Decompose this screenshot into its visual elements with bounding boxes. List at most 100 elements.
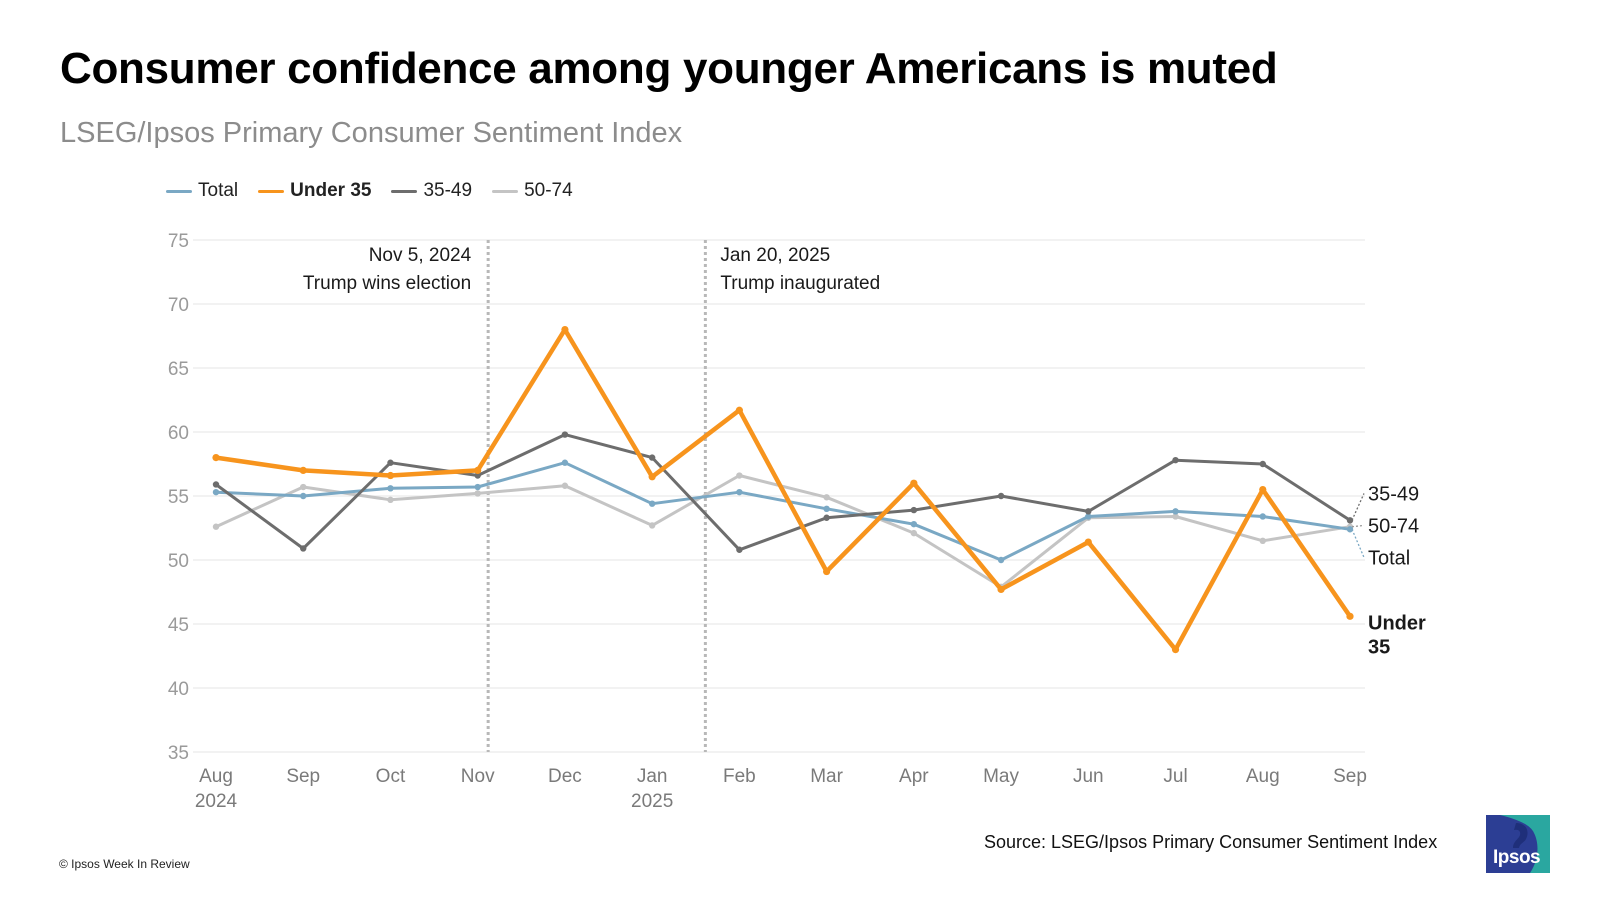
data-point-35-49-12: [1259, 460, 1266, 468]
data-point-under-35-7: [823, 567, 831, 576]
event-label-0-0: Nov 5, 2024: [369, 245, 472, 266]
data-point-35-49-3: [474, 472, 481, 479]
data-point-under-35-10: [1084, 538, 1092, 546]
data-point-total-3: [474, 483, 481, 491]
x-tick-label-0: Aug: [199, 766, 233, 787]
x-tick-label-1: Sep: [286, 766, 320, 787]
leader-line-50-74: [1351, 524, 1365, 528]
data-point-50-74-0: [212, 523, 220, 530]
legend-label-50-74: 50-74: [524, 180, 573, 201]
legend-item-total: Total: [166, 180, 238, 202]
event-label-1-1: Trump inaugurated: [720, 273, 880, 294]
x-tick-label-8: Apr: [899, 766, 929, 787]
x-tick-label-7: Mar: [810, 766, 843, 787]
data-point-50-74-11: [1172, 513, 1179, 520]
data-point-35-49-5: [648, 454, 656, 461]
y-tick-label-55: 55: [168, 487, 189, 508]
data-point-35-49-1: [300, 545, 307, 552]
legend-swatch-50-74: [492, 189, 519, 193]
series-line-35-49: [214, 433, 1352, 552]
legend-item-50-74: 50-74: [492, 180, 573, 202]
data-point-under-35-12: [1259, 486, 1267, 494]
data-point-50-74-5: [648, 522, 656, 529]
x-tick-label-6: Feb: [723, 766, 756, 787]
data-point-50-74-1: [300, 483, 307, 491]
y-tick-label-70: 70: [168, 295, 189, 316]
data-point-total-10: [1085, 513, 1092, 520]
data-point-50-74-2: [387, 496, 394, 504]
x-tick-label-11: Jul: [1163, 766, 1187, 787]
data-point-total-4: [561, 459, 569, 466]
copyright-note: © Ipsos Week In Review: [59, 857, 190, 871]
data-point-under-35-0: [212, 454, 220, 462]
ipsos-logo: Ipsos: [1486, 815, 1550, 873]
x-tick-label-2: Oct: [376, 766, 406, 787]
data-point-total-6: [736, 488, 743, 496]
data-point-35-49-10: [1085, 508, 1092, 515]
legend-item-35-49: 35-49: [391, 180, 472, 202]
end-label-total: Total: [1368, 547, 1410, 569]
data-point-50-74-6: [736, 472, 743, 479]
x-tick-label-5: Jan: [637, 766, 668, 787]
source-note: Source: LSEG/Ipsos Primary Consumer Sent…: [984, 832, 1438, 852]
x-tick-label-12: Aug: [1246, 766, 1280, 787]
data-point-35-49-9: [997, 492, 1005, 500]
leader-line-35-49: [1351, 493, 1365, 521]
end-label-35-49: 35-49: [1368, 483, 1419, 505]
legend-item-under-35: Under 35: [258, 180, 371, 202]
data-point-total-5: [648, 500, 656, 507]
data-point-under-35-13: [1346, 612, 1354, 620]
data-point-total-1: [300, 492, 307, 500]
end-label-under-35-line2: 35: [1368, 637, 1390, 659]
y-tick-label-75: 75: [168, 231, 189, 252]
data-point-under-35-5: [648, 473, 656, 481]
data-point-50-74-12: [1259, 537, 1266, 544]
data-point-total-9: [997, 556, 1005, 564]
x-tick-label-3: Nov: [461, 766, 495, 787]
ipsos-logo-text: Ipsos: [1493, 847, 1541, 868]
y-tick-label-50: 50: [168, 551, 189, 572]
data-point-50-74-3: [474, 490, 481, 497]
legend-swatch-35-49: [391, 189, 418, 193]
x-tick-label-0-year: 2024: [195, 791, 238, 812]
data-point-35-49-2: [387, 459, 394, 466]
data-point-35-49-13: [1346, 517, 1354, 524]
data-point-total-0: [212, 488, 220, 496]
end-label-50-74: 50-74: [1368, 515, 1419, 537]
data-point-under-35-6: [735, 406, 743, 414]
chart-legend: Total Under 35 35-49 50-74: [166, 180, 593, 202]
data-point-under-35-11: [1171, 646, 1180, 654]
series-line-under-35: [213, 327, 1353, 652]
chart-title: Consumer confidence among younger Americ…: [60, 44, 1278, 93]
event-label-1-0: Jan 20, 2025: [720, 245, 830, 266]
data-point-under-35-4: [561, 326, 569, 334]
data-point-35-49-11: [1172, 456, 1179, 464]
data-point-under-35-1: [299, 466, 307, 474]
chart-subtitle: LSEG/Ipsos Primary Consumer Sentiment In…: [60, 117, 683, 149]
x-tick-label-5-year: 2025: [631, 791, 673, 812]
ipsos-logo-mark: [1486, 815, 1550, 873]
y-tick-label-60: 60: [168, 423, 189, 444]
data-point-35-49-0: [212, 481, 220, 488]
legend-label-35-49: 35-49: [423, 180, 473, 201]
y-tick-label-65: 65: [168, 359, 189, 380]
data-point-total-8: [910, 520, 918, 528]
x-tick-label-10: Jun: [1073, 766, 1104, 787]
legend-label-total: Total: [198, 180, 239, 201]
data-point-50-74-4: [561, 482, 569, 489]
end-label-under-35: Under: [1368, 613, 1426, 635]
x-tick-label-13: Sep: [1333, 766, 1367, 787]
y-tick-label-40: 40: [168, 679, 189, 700]
legend-swatch-under-35: [258, 189, 285, 193]
x-tick-label-4: Dec: [548, 766, 582, 787]
data-point-total-12: [1259, 513, 1266, 520]
data-point-50-74-8: [910, 529, 918, 537]
data-point-under-35-3: [474, 466, 482, 474]
data-point-under-35-2: [386, 471, 395, 480]
data-point-total-7: [823, 505, 830, 512]
data-point-35-49-8: [910, 506, 918, 514]
series-line-total: [214, 461, 1352, 562]
data-point-35-49-6: [736, 546, 743, 553]
y-tick-label-45: 45: [168, 615, 189, 636]
data-point-under-35-8: [910, 479, 918, 487]
